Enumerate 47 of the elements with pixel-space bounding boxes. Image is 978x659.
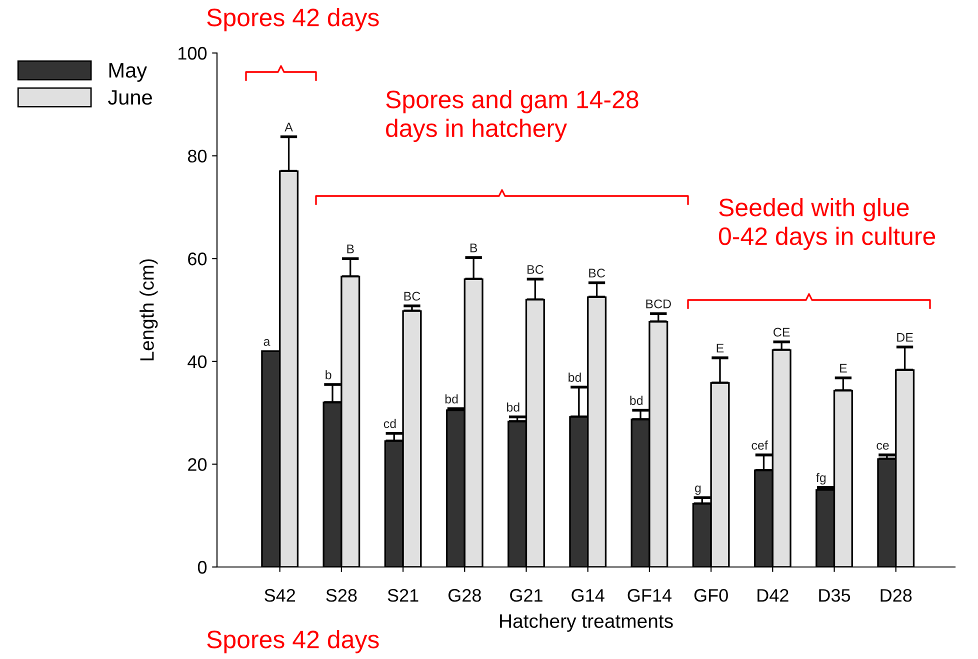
data-label: bd: [630, 396, 642, 405]
y-axis-title: Length (cm): [140, 259, 158, 360]
x-tick-label: G14: [572, 589, 604, 602]
data-label: DE: [897, 333, 913, 342]
y-tick-label: 80: [188, 150, 207, 163]
data-label: BC: [404, 292, 420, 301]
data-label: B: [470, 244, 478, 252]
data-label: ce: [876, 442, 889, 450]
text: Spores 42 days: [207, 8, 379, 32]
x-tick-label: G21: [510, 589, 542, 602]
data-label: B: [347, 244, 354, 254]
data-label: BC: [528, 265, 544, 274]
data-label: cd: [384, 418, 396, 428]
x-tick-label: S21: [388, 589, 418, 602]
y-tick-label: 0: [198, 560, 207, 574]
data-label: E: [840, 364, 847, 372]
legend-label: May: [109, 63, 148, 82]
x-tick-label: D42: [758, 589, 788, 602]
data-label: bd: [507, 402, 520, 412]
y-tick-label: 40: [188, 355, 207, 368]
data-label: A: [284, 122, 293, 132]
data-label: BC: [589, 268, 605, 278]
text: Spores 42 days: [207, 630, 379, 654]
x-axis-title: Hatchery treatments: [500, 614, 673, 632]
x-tick-label: D35: [819, 589, 850, 602]
annotation: Seeded with glue 0-42 days in culture: [718, 198, 936, 250]
annotation: Spores and gam 14-28 days in hatchery: [386, 90, 638, 142]
x-tick-label: G28: [448, 589, 481, 602]
data-label: bd: [445, 394, 458, 404]
y-tick-label: 60: [188, 252, 207, 266]
x-tick-label: D28: [880, 589, 912, 602]
data-label: E: [716, 344, 724, 352]
data-label: CE: [774, 328, 790, 337]
x-tick-label: S28: [326, 589, 357, 602]
data-label: cef: [752, 440, 768, 450]
x-tick-label: GF14: [628, 589, 672, 602]
data-label: g: [695, 486, 701, 495]
data-label: b: [326, 370, 332, 380]
legend-label: June: [108, 90, 152, 105]
y-tick-label: 100: [178, 46, 207, 60]
data-label: a: [264, 339, 270, 346]
data-label: BCD: [646, 300, 671, 308]
y-tick-label: 20: [188, 458, 207, 471]
x-tick-label: GF0: [694, 589, 728, 602]
x-tick-label: S42: [264, 589, 295, 602]
data-label: bd: [568, 372, 581, 382]
data-label: fg: [816, 472, 826, 485]
